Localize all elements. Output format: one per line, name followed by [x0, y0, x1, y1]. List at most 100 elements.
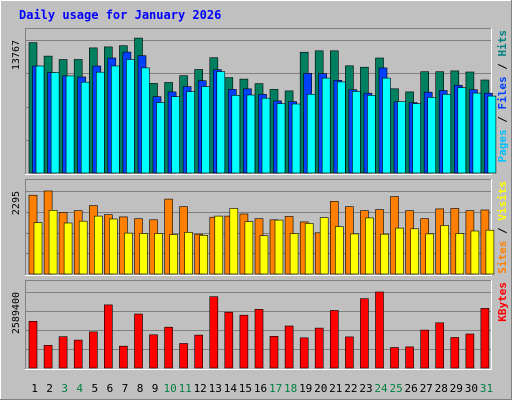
bar-sites-day-2: [48, 210, 58, 275]
bar-pages-day-24: [382, 77, 391, 174]
bar-pages-day-12: [201, 86, 210, 174]
bar-sites-day-23: [365, 217, 374, 275]
bar-pages-day-7: [126, 59, 135, 174]
chart-title: Daily usage for January 2026: [19, 8, 221, 22]
day-label-25: 25: [389, 382, 402, 395]
axis-label-bottom: KBytes: [496, 282, 509, 322]
bar-sites-day-12: [199, 235, 208, 275]
bar-kbytes-day-10: [164, 326, 173, 369]
bar-pages-day-25: [397, 101, 406, 174]
bar-kbytes-day-21: [329, 310, 339, 369]
bar-kbytes-day-7: [119, 345, 128, 369]
day-label-23: 23: [359, 382, 372, 395]
bar-kbytes-day-15: [239, 314, 249, 369]
bar-pages-day-14: [231, 95, 241, 174]
bar-sites-day-22: [350, 233, 359, 275]
bar-kbytes-day-24: [375, 291, 384, 369]
day-label-2: 2: [46, 382, 53, 395]
bar-pages-day-20: [321, 77, 331, 174]
axis-label-separator: /: [496, 221, 509, 241]
bar-pages-day-13: [216, 71, 226, 174]
day-label-3: 3: [61, 382, 68, 395]
bar-pages-day-4: [80, 81, 90, 174]
bar-pages-day-5: [96, 71, 105, 174]
bar-kbytes-day-25: [390, 347, 399, 369]
day-label-22: 22: [344, 382, 357, 395]
axis-label-separator: /: [496, 110, 509, 130]
bar-sites-day-18: [289, 233, 299, 275]
bar-kbytes-day-22: [345, 336, 354, 369]
bar-pages-day-10: [171, 96, 180, 174]
bar-pages-day-29: [457, 87, 467, 174]
bar-sites-day-30: [470, 230, 480, 275]
panel-top: 13767 Pages / Files / Hits: [11, 28, 509, 175]
bar-kbytes-day-8: [134, 313, 143, 369]
bar-pages-day-18: [291, 103, 301, 174]
day-label-30: 30: [465, 382, 478, 395]
bar-pages-day-3: [65, 75, 75, 174]
bar-sites-day-29: [455, 233, 465, 275]
day-label-15: 15: [239, 382, 252, 395]
bar-sites-day-1: [33, 222, 43, 275]
bar-sites-day-31: [485, 229, 495, 275]
bar-pages-day-17: [276, 103, 286, 174]
bar-kbytes-day-14: [224, 311, 234, 369]
bar-sites-day-11: [184, 232, 193, 275]
bar-kbytes-day-12: [194, 334, 203, 369]
bar-sites-day-28: [440, 225, 450, 275]
bar-sites-day-19: [304, 223, 314, 275]
day-label-18: 18: [284, 382, 297, 395]
day-label-27: 27: [420, 382, 433, 395]
bar-sites-day-24: [380, 233, 389, 275]
bar-pages-day-15: [246, 94, 256, 174]
bar-pages-day-22: [352, 91, 361, 174]
bar-kbytes-day-18: [284, 325, 294, 369]
bar-sites-day-13: [214, 215, 224, 275]
bar-sites-day-9: [154, 233, 163, 275]
axis-label-hits: Hits: [496, 30, 509, 57]
day-label-12: 12: [194, 382, 207, 395]
axis-label-pages: Pages: [496, 129, 509, 162]
bar-sites-day-14: [229, 208, 239, 275]
bar-kbytes-day-30: [465, 333, 475, 369]
day-label-7: 7: [122, 382, 129, 395]
panel-mid: 2295 Sites / Visits: [11, 179, 509, 276]
bar-sites-day-8: [139, 233, 148, 275]
bar-sites-day-16: [259, 235, 269, 275]
bar-sites-day-5: [94, 215, 103, 275]
bar-kbytes-day-19: [299, 337, 309, 369]
bar-kbytes-day-9: [149, 334, 158, 369]
day-label-9: 9: [152, 382, 159, 395]
bar-pages-day-6: [111, 65, 120, 174]
bar-kbytes-day-28: [435, 322, 445, 369]
bar-sites-day-4: [78, 220, 88, 275]
bar-kbytes-day-3: [58, 336, 68, 369]
axis-label-mid: Sites / Visits: [496, 181, 509, 274]
day-label-11: 11: [179, 382, 192, 395]
day-label-16: 16: [254, 382, 267, 395]
bar-kbytes-day-26: [405, 346, 414, 369]
bar-sites-day-27: [425, 233, 435, 275]
ymax-label-mid: 2295: [11, 191, 22, 215]
axis-label-files: Files: [496, 76, 509, 109]
bar-kbytes-day-4: [73, 339, 83, 369]
bar-kbytes-day-23: [360, 298, 369, 369]
bar-pages-day-30: [472, 92, 482, 174]
bar-kbytes-day-29: [450, 337, 460, 369]
day-label-4: 4: [76, 382, 83, 395]
bar-kbytes-day-20: [314, 327, 324, 369]
bar-sites-day-17: [274, 219, 284, 275]
day-label-5: 5: [91, 382, 98, 395]
bar-pages-day-21: [336, 81, 346, 174]
day-label-17: 17: [269, 382, 282, 395]
day-label-19: 19: [299, 382, 312, 395]
bar-kbytes-day-13: [209, 296, 219, 369]
panel-bottom: 2589400 KBytes: [11, 280, 509, 370]
bar-pages-day-31: [487, 95, 497, 174]
bar-sites-day-21: [334, 226, 344, 275]
chart-panels: 13767 Pages / Files / Hits 2295 Sites / Vis…: [11, 28, 509, 370]
bar-pages-day-26: [412, 103, 421, 174]
day-label-31: 31: [480, 382, 493, 395]
axis-label-separator: /: [496, 57, 509, 77]
bar-pages-day-28: [442, 94, 452, 174]
